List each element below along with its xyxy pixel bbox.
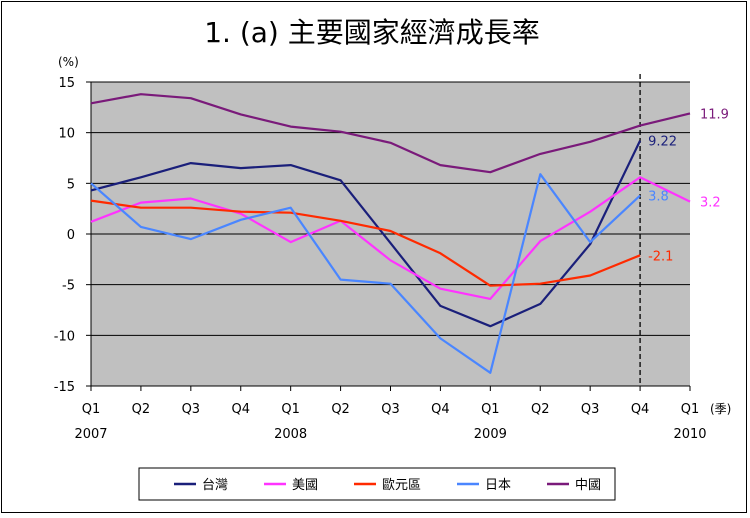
y-tick-label: -5 [62,279,75,294]
x-tick-label: Q1 [681,402,700,417]
y-axis-unit-label: (%) [58,55,79,69]
x-tick-label: Q4 [231,402,250,417]
series-end-label-1: 3.2 [700,196,721,211]
x-tick-label: Q2 [531,402,550,417]
series-line-2 [90,199,641,287]
x-tick-label: Q2 [331,402,350,417]
y-tick-label: -10 [54,329,75,344]
y-tick-label: 15 [58,76,75,91]
x-year-label: 2007 [74,427,107,442]
legend-label-0: 台灣 [202,478,228,493]
x-tick-label: Q1 [281,402,300,417]
chart-title: 1. (a) 主要國家經濟成長率 [204,16,540,49]
y-tick-label: 10 [58,127,75,142]
series-end-label-3: 3.8 [648,189,669,204]
x-tick-label: Q2 [132,402,151,417]
x-tick-label: Q1 [481,402,500,417]
series-line-4 [90,93,691,174]
legend-box [138,467,616,501]
legend-label-2: 歐元區 [382,478,421,493]
x-tick-label: Q3 [381,402,400,417]
x-tick-label: Q3 [581,402,600,417]
x-year-label: 2008 [274,427,307,442]
series-end-label-4: 11.9 [700,107,729,122]
x-axis-unit-label: (季) [710,402,731,416]
x-year-label: 2010 [673,427,706,442]
series-end-label-2: -2.1 [648,249,673,264]
series-line-0 [90,140,642,328]
y-tick-label: -15 [54,380,75,395]
x-tick-label: Q4 [631,402,650,417]
y-tick-label: 0 [67,228,75,243]
legend-label-3: 日本 [485,478,511,493]
x-tick-label: Q3 [182,402,201,417]
y-tick-label: 5 [67,177,75,192]
series-line-3 [90,173,641,374]
legend-label-4: 中國 [575,478,601,493]
x-tick-label: Q1 [82,402,101,417]
series-end-label-0: 9.22 [648,135,677,150]
series-line-1 [90,176,691,300]
x-tick-label: Q4 [431,402,450,417]
x-year-label: 2009 [474,427,507,442]
legend-label-1: 美國 [292,478,318,493]
